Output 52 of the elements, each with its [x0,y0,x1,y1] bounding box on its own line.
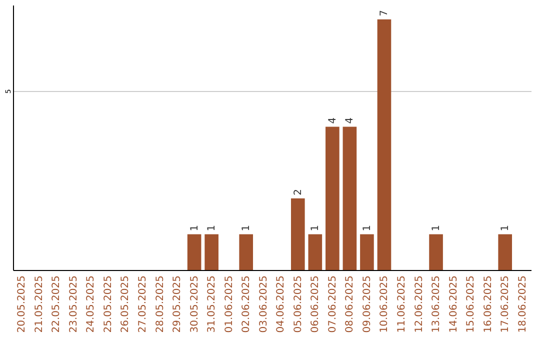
data-label: 1 [431,224,442,232]
data-label: 1 [310,224,322,232]
x-tick-label: 05.06.2025 [292,276,304,333]
data-label: 7 [379,10,390,16]
x-tick-label: 16.06.2025 [482,276,494,333]
data-label: 4 [344,117,356,124]
bar [326,126,340,270]
data-label: 1 [362,224,373,232]
x-tick-label: 03.06.2025 [258,276,270,333]
bar [187,234,202,270]
x-tick-label: 11.06.2025 [396,276,408,333]
x-tick-label: 09.06.2025 [362,276,373,333]
x-tick-label: 30.05.2025 [189,276,200,333]
x-tick-label: 29.05.2025 [172,276,184,333]
x-tick-label: 08.06.2025 [344,276,356,333]
bar [342,126,357,270]
x-tick-label: 17.06.2025 [500,276,512,333]
x-tick-label: 27.05.2025 [138,276,148,333]
x-tick-label: 31.05.2025 [206,276,218,333]
x-tick-label: 15.06.2025 [466,276,477,333]
x-tick-label: 20.05.2025 [16,276,28,333]
x-tick-label: 18.06.2025 [517,276,528,333]
bar [204,234,218,270]
x-tick-label: 04.06.2025 [276,276,287,333]
bar [360,234,374,270]
data-label: 1 [206,224,218,232]
x-tick-label: 12.06.2025 [414,276,425,333]
x-tick-label: 21.05.2025 [34,276,45,333]
x-tick-label: 10.06.2025 [379,276,390,333]
x-tick-label: 02.06.2025 [241,276,252,333]
bar [429,234,443,270]
data-label: 1 [241,224,252,232]
x-tick-label: 01.06.2025 [224,276,235,333]
data-label: 4 [327,117,338,124]
bar [290,198,305,270]
bar [239,234,254,270]
bar [377,19,392,270]
data-label: 1 [189,224,200,232]
x-tick-label: 14.06.2025 [448,276,460,333]
x-tick-label: 23.05.2025 [68,276,80,333]
x-tick-label: 26.05.2025 [120,276,132,333]
bar [498,234,512,270]
x-tick-label: 24.05.2025 [86,276,97,333]
data-label: 1 [500,224,512,232]
bar [308,234,322,270]
x-tick-label: 25.05.2025 [102,276,114,333]
x-tick-label: 28.05.2025 [154,276,166,333]
x-tick-label: 22.05.2025 [51,276,62,333]
x-tick-label: 06.06.2025 [310,276,322,333]
x-tick-label: 07.06.2025 [327,276,338,333]
x-tick-label: 13.06.2025 [431,276,442,333]
data-label: 2 [292,189,304,196]
